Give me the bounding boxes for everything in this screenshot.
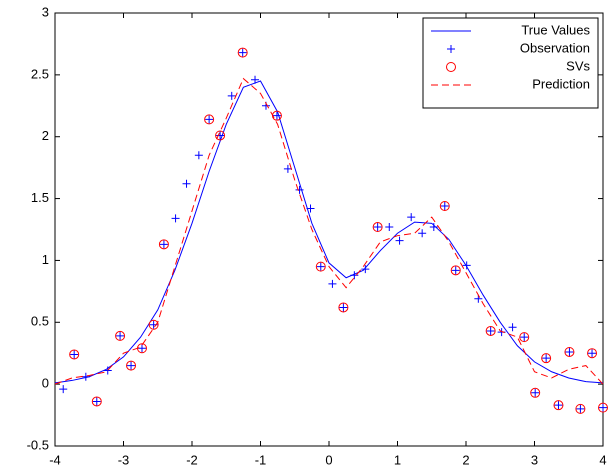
observation-marker xyxy=(306,204,315,213)
observation-marker xyxy=(451,266,460,275)
observation-marker xyxy=(216,131,225,140)
observation-marker xyxy=(531,388,540,397)
observation-marker xyxy=(238,48,247,57)
observation-marker xyxy=(339,303,348,312)
legend-swatch xyxy=(447,45,455,53)
true-line xyxy=(54,80,604,384)
sv-marker xyxy=(575,403,586,414)
observation-marker xyxy=(361,265,370,274)
legend-label: Observation xyxy=(520,40,590,55)
observation-marker xyxy=(295,185,304,194)
observation-marker xyxy=(328,279,337,288)
sv-marker xyxy=(519,332,530,343)
observation-marker xyxy=(127,361,136,370)
observation-marker xyxy=(194,151,203,160)
observation-marker xyxy=(92,397,101,406)
observation-marker xyxy=(70,350,79,359)
observation-marker xyxy=(418,229,427,238)
x-tick-label: -1 xyxy=(255,452,267,467)
observation-marker xyxy=(251,75,260,84)
sv-marker xyxy=(598,402,608,413)
sv-marker xyxy=(485,325,496,336)
y-tick-label: -0.5 xyxy=(27,437,49,452)
observation-marker xyxy=(554,401,563,410)
observation-marker xyxy=(159,240,168,249)
sv-marker xyxy=(237,47,248,58)
observation-marker xyxy=(565,347,574,356)
x-tick-label: 1 xyxy=(394,452,401,467)
observation-marker xyxy=(283,164,292,173)
legend: True Values Observation SVs Prediction xyxy=(422,17,599,109)
x-tick-label: -4 xyxy=(49,452,61,467)
y-tick-label: 3 xyxy=(42,4,49,19)
legend-label: True Values xyxy=(521,22,590,37)
observation-marker xyxy=(350,271,359,280)
observation-marker xyxy=(588,349,597,358)
observation-marker xyxy=(520,333,529,342)
y-tick-label: 0.5 xyxy=(31,314,49,329)
x-tick-label: 2 xyxy=(462,452,469,467)
prediction-line xyxy=(54,77,604,385)
sv-marker xyxy=(69,349,80,360)
sv-marker xyxy=(530,387,541,398)
y-tick-label: 2.5 xyxy=(31,66,49,81)
observation-marker xyxy=(227,91,236,100)
sv-marker xyxy=(372,222,383,233)
legend-label: Prediction xyxy=(532,76,590,91)
observation-marker xyxy=(205,115,214,124)
x-tick-label: 4 xyxy=(599,452,606,467)
observation-marker xyxy=(316,262,325,271)
legend-swatch xyxy=(446,62,456,72)
sv-marker xyxy=(215,130,226,141)
y-tick-label: 1 xyxy=(42,252,49,267)
y-tick-label: 2 xyxy=(42,128,49,143)
observation-marker xyxy=(116,331,125,340)
sv-marker xyxy=(115,330,126,341)
observation-marker xyxy=(385,223,394,232)
x-tick-label: 0 xyxy=(325,452,332,467)
observation-marker xyxy=(373,223,382,232)
observation-marker xyxy=(59,385,68,394)
legend-box xyxy=(422,17,599,109)
observation-marker xyxy=(462,261,471,270)
sv-marker xyxy=(204,114,215,125)
y-tick-label: 1.5 xyxy=(31,190,49,205)
sv-marker xyxy=(148,319,159,330)
sv-marker xyxy=(553,400,564,411)
x-tick-label: -3 xyxy=(118,452,130,467)
sv-marker xyxy=(564,346,575,357)
observation-marker xyxy=(474,294,483,303)
observation-marker xyxy=(429,223,438,232)
observation-marker xyxy=(81,372,90,381)
observation-marker xyxy=(182,179,191,188)
sv-marker xyxy=(439,200,450,211)
sv-marker xyxy=(158,239,169,250)
observation-marker xyxy=(103,366,112,375)
sv-marker xyxy=(126,360,137,371)
sv-marker xyxy=(91,396,102,407)
sv-marker xyxy=(587,348,598,359)
legend-label: SVs xyxy=(566,58,590,73)
observation-marker xyxy=(599,403,607,412)
observation-marker xyxy=(407,213,416,222)
y-tick-label: 0 xyxy=(42,376,49,391)
sv-marker xyxy=(338,302,349,313)
x-tick-label: 3 xyxy=(531,452,538,467)
observation-marker xyxy=(137,344,146,353)
observation-marker xyxy=(440,201,449,210)
observation-marker xyxy=(576,404,585,413)
observation-marker xyxy=(542,354,551,363)
sv-marker xyxy=(541,353,552,364)
observation-marker xyxy=(272,111,281,120)
sv-marker xyxy=(450,265,461,276)
observation-marker xyxy=(171,214,180,223)
sv-marker xyxy=(315,261,326,272)
observation-marker xyxy=(395,236,404,245)
observation-marker xyxy=(508,323,517,332)
x-tick-label: -2 xyxy=(186,452,198,467)
observation-marker xyxy=(486,326,495,335)
